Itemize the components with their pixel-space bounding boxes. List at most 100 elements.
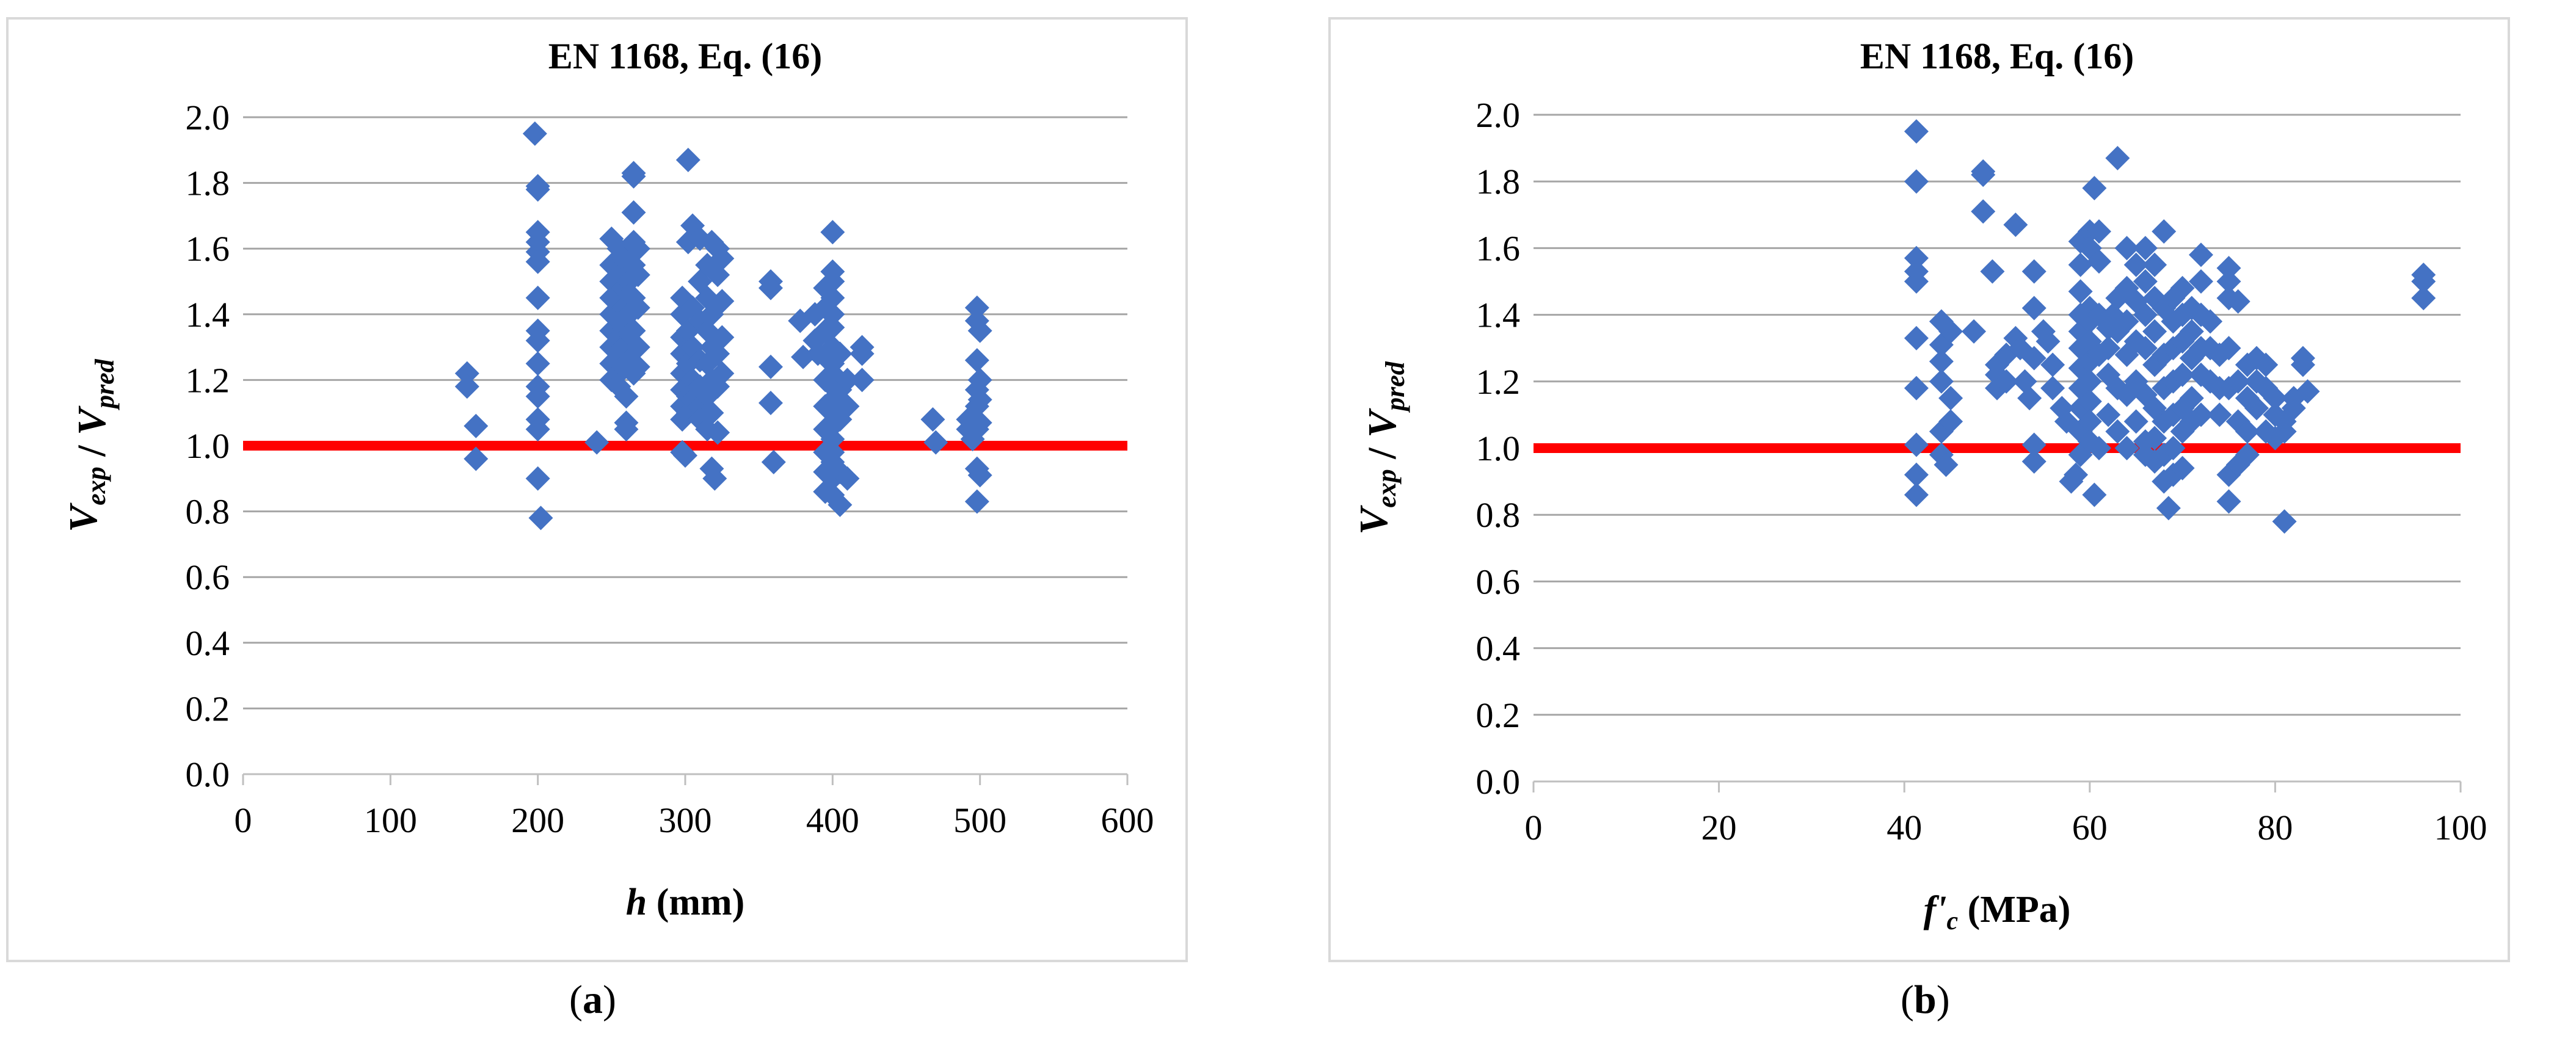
y-tick-label-a: 0.2 [186,689,230,728]
data-point-b [2290,352,2315,377]
data-point-a [673,443,697,468]
data-point-a [710,361,735,386]
data-point-b [2170,302,2195,327]
data-point-b [2068,375,2093,401]
data-point-b [1962,319,1987,344]
data-point-b [2068,355,2093,380]
data-point-a [621,200,646,225]
data-point-a [710,289,735,314]
data-point-b [2133,269,2158,294]
data-point-a [584,430,609,455]
data-point-b [2021,346,2047,371]
data-point-b [2133,236,2158,261]
data-point-a [850,368,875,393]
data-point-b [2281,396,2306,421]
data-point-b [2188,402,2213,427]
data-point-b [2198,369,2223,394]
x-tick-label-b: 0 [1525,808,1543,847]
data-point-b [1994,343,2019,368]
y-tick-label-a: 1.6 [186,229,230,269]
data-point-b [2188,269,2213,294]
data-point-a [967,318,992,343]
data-point-a [525,249,550,274]
data-point-b [1938,409,1963,434]
data-point-b [2235,442,2260,467]
data-point-b [2086,219,2111,244]
y-tick-label-b: 0.4 [1476,629,1521,669]
chart-title-b: EN 1168, Eq. (16) [1860,36,2134,76]
data-point-b [2077,389,2102,414]
data-point-b [2216,269,2241,294]
data-point-b [1934,452,1959,477]
y-tick-label-b: 0.2 [1476,695,1521,735]
data-point-b [2411,269,2436,294]
data-point-b [2156,496,2181,521]
data-point-b [2068,229,2093,254]
data-point-a [820,315,845,340]
data-point-a [967,410,992,435]
data-point-b [2082,482,2107,507]
data-point-a [820,302,845,327]
data-point-b [1980,259,2005,284]
data-point-b [2086,436,2111,460]
data-point-a [967,368,992,393]
data-point-b [2021,259,2047,284]
data-point-a [835,394,860,419]
data-point-b [1971,199,1996,224]
data-point-b [1971,162,1996,187]
y-axis-label-a: Vexp / Vpred [61,358,120,532]
data-point-b [1904,375,1929,401]
x-axis-label-b: f'c (MPa) [1924,889,2071,935]
data-point-b [1938,386,1963,411]
data-point-a [675,147,700,172]
data-point-b [1904,245,1929,270]
data-point-a [820,269,845,294]
data-point-b [2295,379,2320,404]
chart-panel-a: EN 1168, Eq. (16) 0.0 0.2 0.4 0.6 0.8 1.0 1.2 1.… [6,17,1188,962]
data-point-b [2198,309,2223,334]
data-point-b [2170,329,2195,354]
data-point-b [2021,295,2047,321]
data-point-b [2017,386,2042,411]
x-tick-label-a: 500 [953,800,1006,840]
data-point-b [2142,426,2167,451]
x-tick-label-a: 600 [1101,800,1154,840]
data-point-a [710,246,735,271]
data-point-b [2021,432,2047,457]
data-point-a [820,427,845,452]
data-point-b [2105,145,2130,170]
data-point-a [820,285,845,310]
data-point-b [2068,279,2093,304]
y-tick-label-b: 1.8 [1476,162,1521,201]
data-point-b [1929,369,1954,394]
data-point-b [2040,352,2065,377]
caption-a: (a) [569,977,616,1022]
y-tick-label-a: 1.2 [186,360,230,400]
data-point-a [820,220,845,245]
data-point-b [1994,369,2019,394]
data-point-b [2114,236,2139,261]
data-point-b [2054,409,2079,434]
data-point-b [2133,336,2158,361]
x-tick-label-b: 40 [1887,808,1922,847]
data-point-a [464,446,489,471]
data-point-a [522,121,547,146]
data-point-b [2216,489,2241,514]
data-point-b [2216,336,2241,361]
data-point-b [2142,319,2167,344]
data-point-a [920,407,945,432]
data-point-b [2170,275,2195,300]
data-point-a [680,295,705,321]
y-axis-label-b: Vexp / Vpred [1352,361,1410,535]
data-point-b [2096,362,2121,387]
data-point-a [525,466,550,491]
data-point-b [2179,319,2204,344]
data-point-b [1904,269,1929,294]
data-point-a [621,164,646,189]
y-tick-label-a: 2.0 [186,98,230,137]
data-point-a [710,325,735,350]
data-point-a [525,177,550,202]
data-point-b [2114,309,2139,334]
data-point-b [2207,402,2232,427]
data-point-a [964,489,989,514]
